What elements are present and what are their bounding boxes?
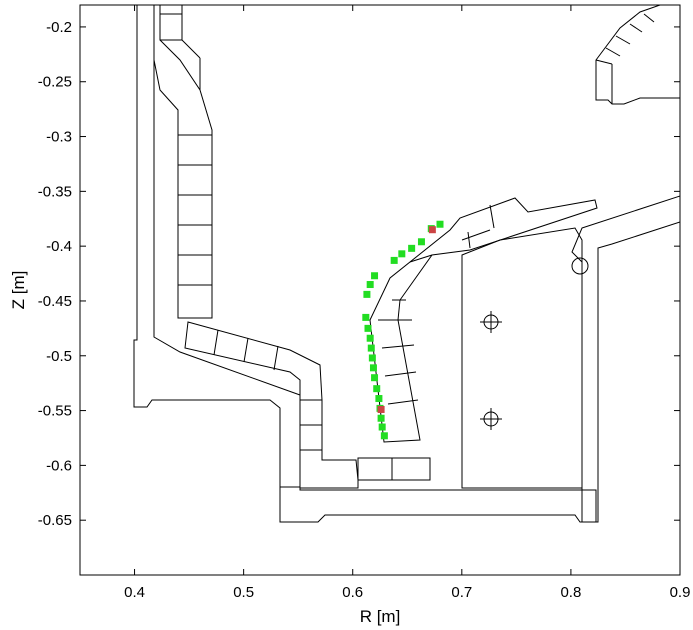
x-tick-label: 0.4 (124, 584, 145, 601)
data-point (362, 313, 370, 321)
data-point (390, 256, 398, 264)
data-point (363, 290, 371, 298)
data-point (408, 244, 416, 252)
divertor-floor-hatched (279, 486, 597, 523)
x-tick-label: 0.8 (560, 584, 581, 601)
data-point (377, 405, 385, 413)
outer-wall-hatched (571, 195, 680, 523)
data-point (369, 364, 377, 372)
y-axis-label: Z [m] (9, 271, 28, 310)
y-tick-label: -0.35 (38, 183, 72, 200)
data-point (378, 423, 386, 431)
y-tick-label: -0.6 (46, 457, 72, 474)
outboard-panel (461, 227, 583, 489)
y-tick-label: -0.25 (38, 74, 72, 91)
data-point (428, 226, 436, 234)
data-point (366, 281, 374, 289)
data-point (368, 354, 376, 362)
data-point (398, 250, 406, 258)
axes-frame (79, 4, 681, 576)
tick-labels: 0.4 0.5 0.6 0.7 0.8 0.9 -0.2 -0.25 -0.3 -0.35 -0.4… (38, 19, 691, 601)
data-point (436, 220, 444, 228)
data-point (371, 374, 379, 382)
floor-tiles (299, 399, 431, 489)
y-tick-label: -0.2 (46, 19, 72, 36)
inboard-tile-top (159, 5, 183, 41)
inboard-tile-column (153, 5, 213, 319)
upper-outboard-structure (595, 5, 680, 105)
x-tick-label: 0.7 (451, 584, 472, 601)
measurement-points (362, 220, 444, 440)
y-tick-label: -0.5 (46, 348, 72, 365)
x-tick-label: 0.9 (670, 584, 691, 601)
diagnostic-marker-lower (480, 408, 502, 430)
data-point (373, 385, 381, 393)
vessel-geometry (133, 5, 680, 523)
inner-wall-hatched (133, 5, 301, 488)
x-tick-label: 0.5 (233, 584, 254, 601)
data-point (371, 272, 379, 280)
diagnostic-marker-upper (480, 311, 502, 333)
y-tick-label: -0.45 (38, 293, 72, 310)
data-point (380, 432, 388, 440)
y-tick-label: -0.65 (38, 512, 72, 529)
x-tick-label: 0.6 (342, 584, 363, 601)
y-tick-label: -0.4 (46, 238, 72, 255)
y-tick-label: -0.3 (46, 129, 72, 146)
data-point (367, 344, 375, 352)
data-point (364, 324, 372, 332)
data-point (375, 395, 383, 403)
x-axis-label: R [m] (360, 607, 401, 626)
y-tick-label: -0.55 (38, 403, 72, 420)
data-point (366, 334, 374, 342)
data-point (417, 238, 425, 246)
data-point (377, 414, 385, 422)
